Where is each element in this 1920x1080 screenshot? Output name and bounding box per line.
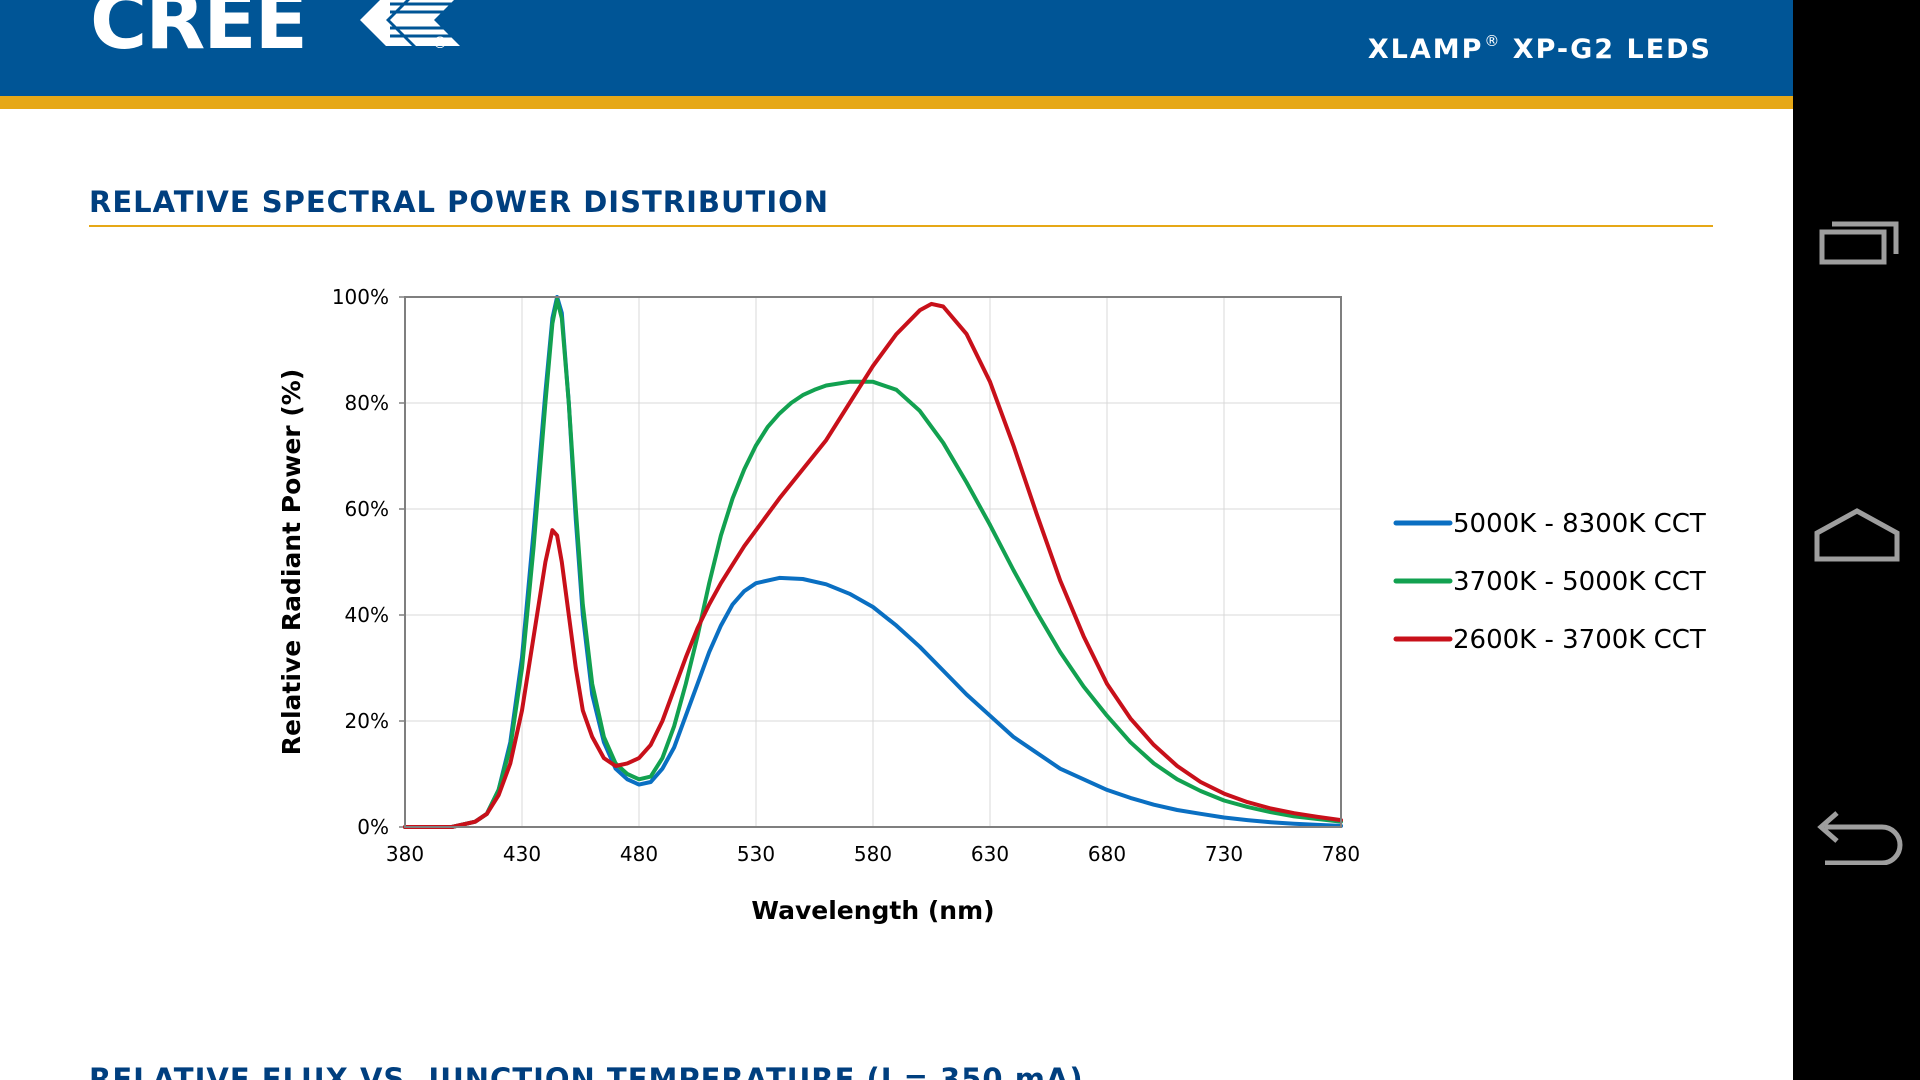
y-tick-label: 40%	[345, 603, 389, 627]
series-line	[403, 301, 1343, 829]
x-tick-label: 680	[1088, 842, 1126, 866]
header-bar: CREE ® XLAMP® XP-G2 LEDS	[0, 0, 1793, 96]
header-accent-stripe	[0, 96, 1793, 109]
x-tick-label: 480	[620, 842, 658, 866]
product-title-mark: ®	[1484, 32, 1502, 50]
product-title-model: XP-G2 LEDS	[1501, 34, 1712, 65]
section-title-flux: RELATIVE FLUX VS. JUNCTION TEMPERATURE (…	[89, 1062, 1084, 1080]
recent-apps-button[interactable]	[1793, 185, 1920, 295]
x-axis-title: Wavelength (nm)	[751, 896, 994, 925]
x-tick-label: 730	[1205, 842, 1243, 866]
android-nav-bar	[1793, 0, 1920, 1080]
spectral-chart: 380 430 480 530 580 630 680 730 780 0% 20% 40% 60% 80…	[277, 285, 1706, 925]
x-tick-label: 780	[1322, 842, 1360, 866]
x-tick-label: 430	[503, 842, 541, 866]
x-tick-label: 580	[854, 842, 892, 866]
section-divider	[89, 225, 1713, 227]
legend-label: 5000K - 8300K CCT	[1453, 509, 1706, 539]
recent-apps-icon	[1819, 221, 1898, 265]
logo-diamond-icon	[360, 0, 460, 46]
home-icon	[1814, 508, 1899, 562]
plot-border	[404, 296, 1342, 828]
legend-label: 2600K - 3700K CCT	[1453, 625, 1706, 655]
series-line	[403, 297, 1343, 829]
y-tick-label: 100%	[332, 285, 389, 309]
cree-logo: CREE ®	[90, 0, 460, 60]
x-tick-label: 380	[386, 842, 424, 866]
y-tick-label: 0%	[357, 815, 389, 839]
back-button[interactable]	[1793, 780, 1920, 890]
y-tick-label: 60%	[345, 497, 389, 521]
y-axis-title: Relative Radiant Power (%)	[277, 369, 306, 756]
x-tick-label: 530	[737, 842, 775, 866]
product-title: XLAMP® XP-G2 LEDS	[1368, 32, 1712, 65]
y-tick-label: 80%	[345, 391, 389, 415]
back-icon	[1816, 811, 1902, 865]
legend-label: 3700K - 5000K CCT	[1453, 567, 1706, 597]
logo-registered-mark: ®	[432, 33, 448, 52]
logo-wordmark: CREE	[90, 0, 306, 60]
section-title-spectral: RELATIVE SPECTRAL POWER DISTRIBUTION	[89, 185, 830, 219]
home-button[interactable]	[1793, 480, 1920, 590]
document-page[interactable]: CREE ® XLAMP® XP-G2 LEDS RELATIVE SPECTR…	[0, 0, 1793, 1080]
x-tick-label: 630	[971, 842, 1009, 866]
y-tick-label: 20%	[345, 709, 389, 733]
product-title-brand: XLAMP	[1367, 34, 1484, 65]
